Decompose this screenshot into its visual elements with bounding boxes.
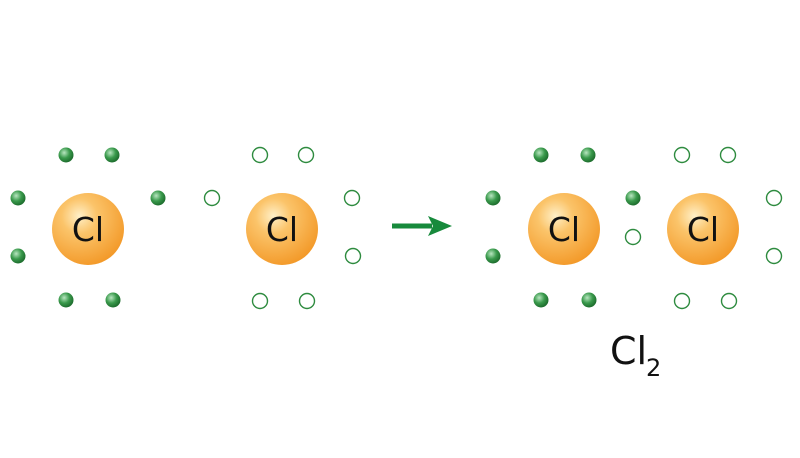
electron-filled <box>150 190 166 206</box>
atom-symbol: Cl <box>687 210 719 249</box>
reactant-atom-2: Cl <box>203 146 362 310</box>
electron-filled <box>485 190 501 206</box>
atom-symbol: Cl <box>548 210 580 249</box>
valence-electrons <box>203 146 362 310</box>
electron-filled <box>104 147 120 163</box>
electron-hollow <box>203 189 221 207</box>
formula-main: Cl <box>610 329 647 373</box>
atom-core <box>528 193 600 265</box>
electron-hollow <box>720 292 738 310</box>
product-atom-2: Cl <box>667 146 783 310</box>
electron-hollow <box>719 146 737 164</box>
product-molecule: Cl Cl <box>485 146 783 310</box>
electron-filled <box>533 147 549 163</box>
atom-core <box>667 193 739 265</box>
electron-filled <box>533 292 549 308</box>
electron-filled <box>580 147 596 163</box>
electron-hollow <box>297 146 315 164</box>
valence-electrons <box>673 146 783 310</box>
shared-electron-pair <box>624 190 642 246</box>
atom-symbol: Cl <box>266 210 298 249</box>
electron-hollow <box>251 146 269 164</box>
electron-hollow <box>765 189 783 207</box>
reactant-atom-1: Cl <box>10 147 166 308</box>
formula-subscript: 2 <box>646 354 661 382</box>
valence-electrons <box>10 147 166 308</box>
electron-filled <box>10 190 26 206</box>
electron-hollow <box>624 228 642 246</box>
electron-hollow <box>251 292 269 310</box>
atom-core <box>246 193 318 265</box>
electron-hollow <box>343 189 361 207</box>
atom-symbol: Cl <box>72 210 104 249</box>
electron-filled <box>58 147 74 163</box>
product-formula: Cl 2 <box>610 329 661 382</box>
electron-filled <box>581 292 597 308</box>
electron-filled <box>58 292 74 308</box>
electron-filled <box>625 190 641 206</box>
valence-electrons <box>485 147 597 308</box>
electron-hollow <box>344 247 362 265</box>
electron-hollow <box>298 292 316 310</box>
reaction-arrow-icon <box>392 216 452 236</box>
electron-hollow <box>673 292 691 310</box>
electron-hollow <box>673 146 691 164</box>
electron-hollow <box>765 247 783 265</box>
electron-filled <box>485 248 501 264</box>
electron-filled <box>105 292 121 308</box>
product-atom-1: Cl <box>485 147 600 308</box>
atom-core <box>52 193 124 265</box>
electron-filled <box>10 248 26 264</box>
